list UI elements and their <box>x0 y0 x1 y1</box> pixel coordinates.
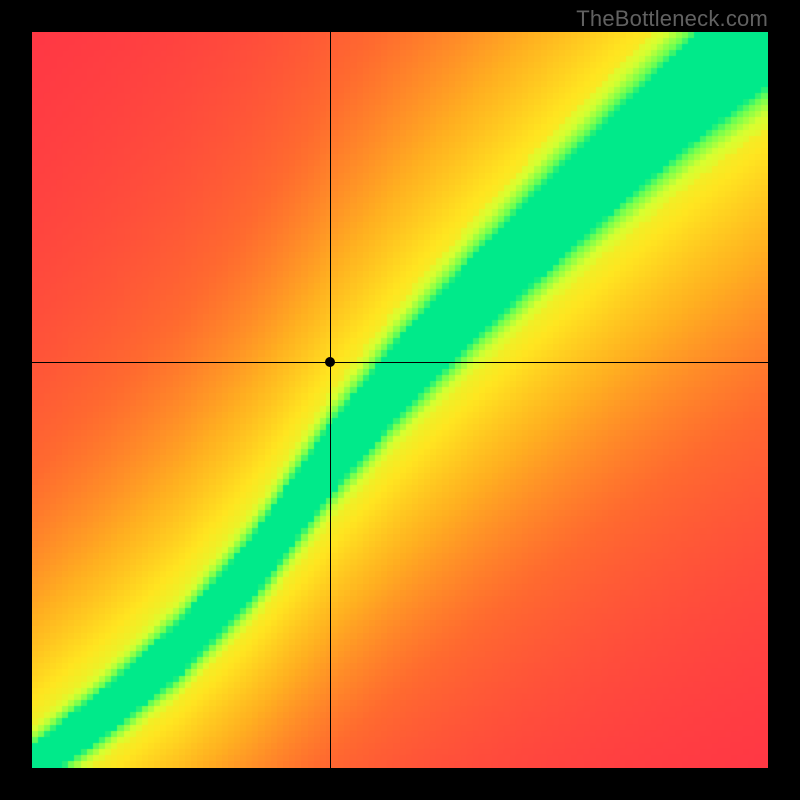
crosshair-horizontal <box>32 362 768 363</box>
crosshair-vertical <box>330 32 331 768</box>
heatmap-canvas <box>32 32 768 768</box>
chart-container: TheBottleneck.com <box>0 0 800 800</box>
watermark-text: TheBottleneck.com <box>576 6 768 32</box>
data-point-marker <box>325 357 335 367</box>
plot-area <box>32 32 768 768</box>
